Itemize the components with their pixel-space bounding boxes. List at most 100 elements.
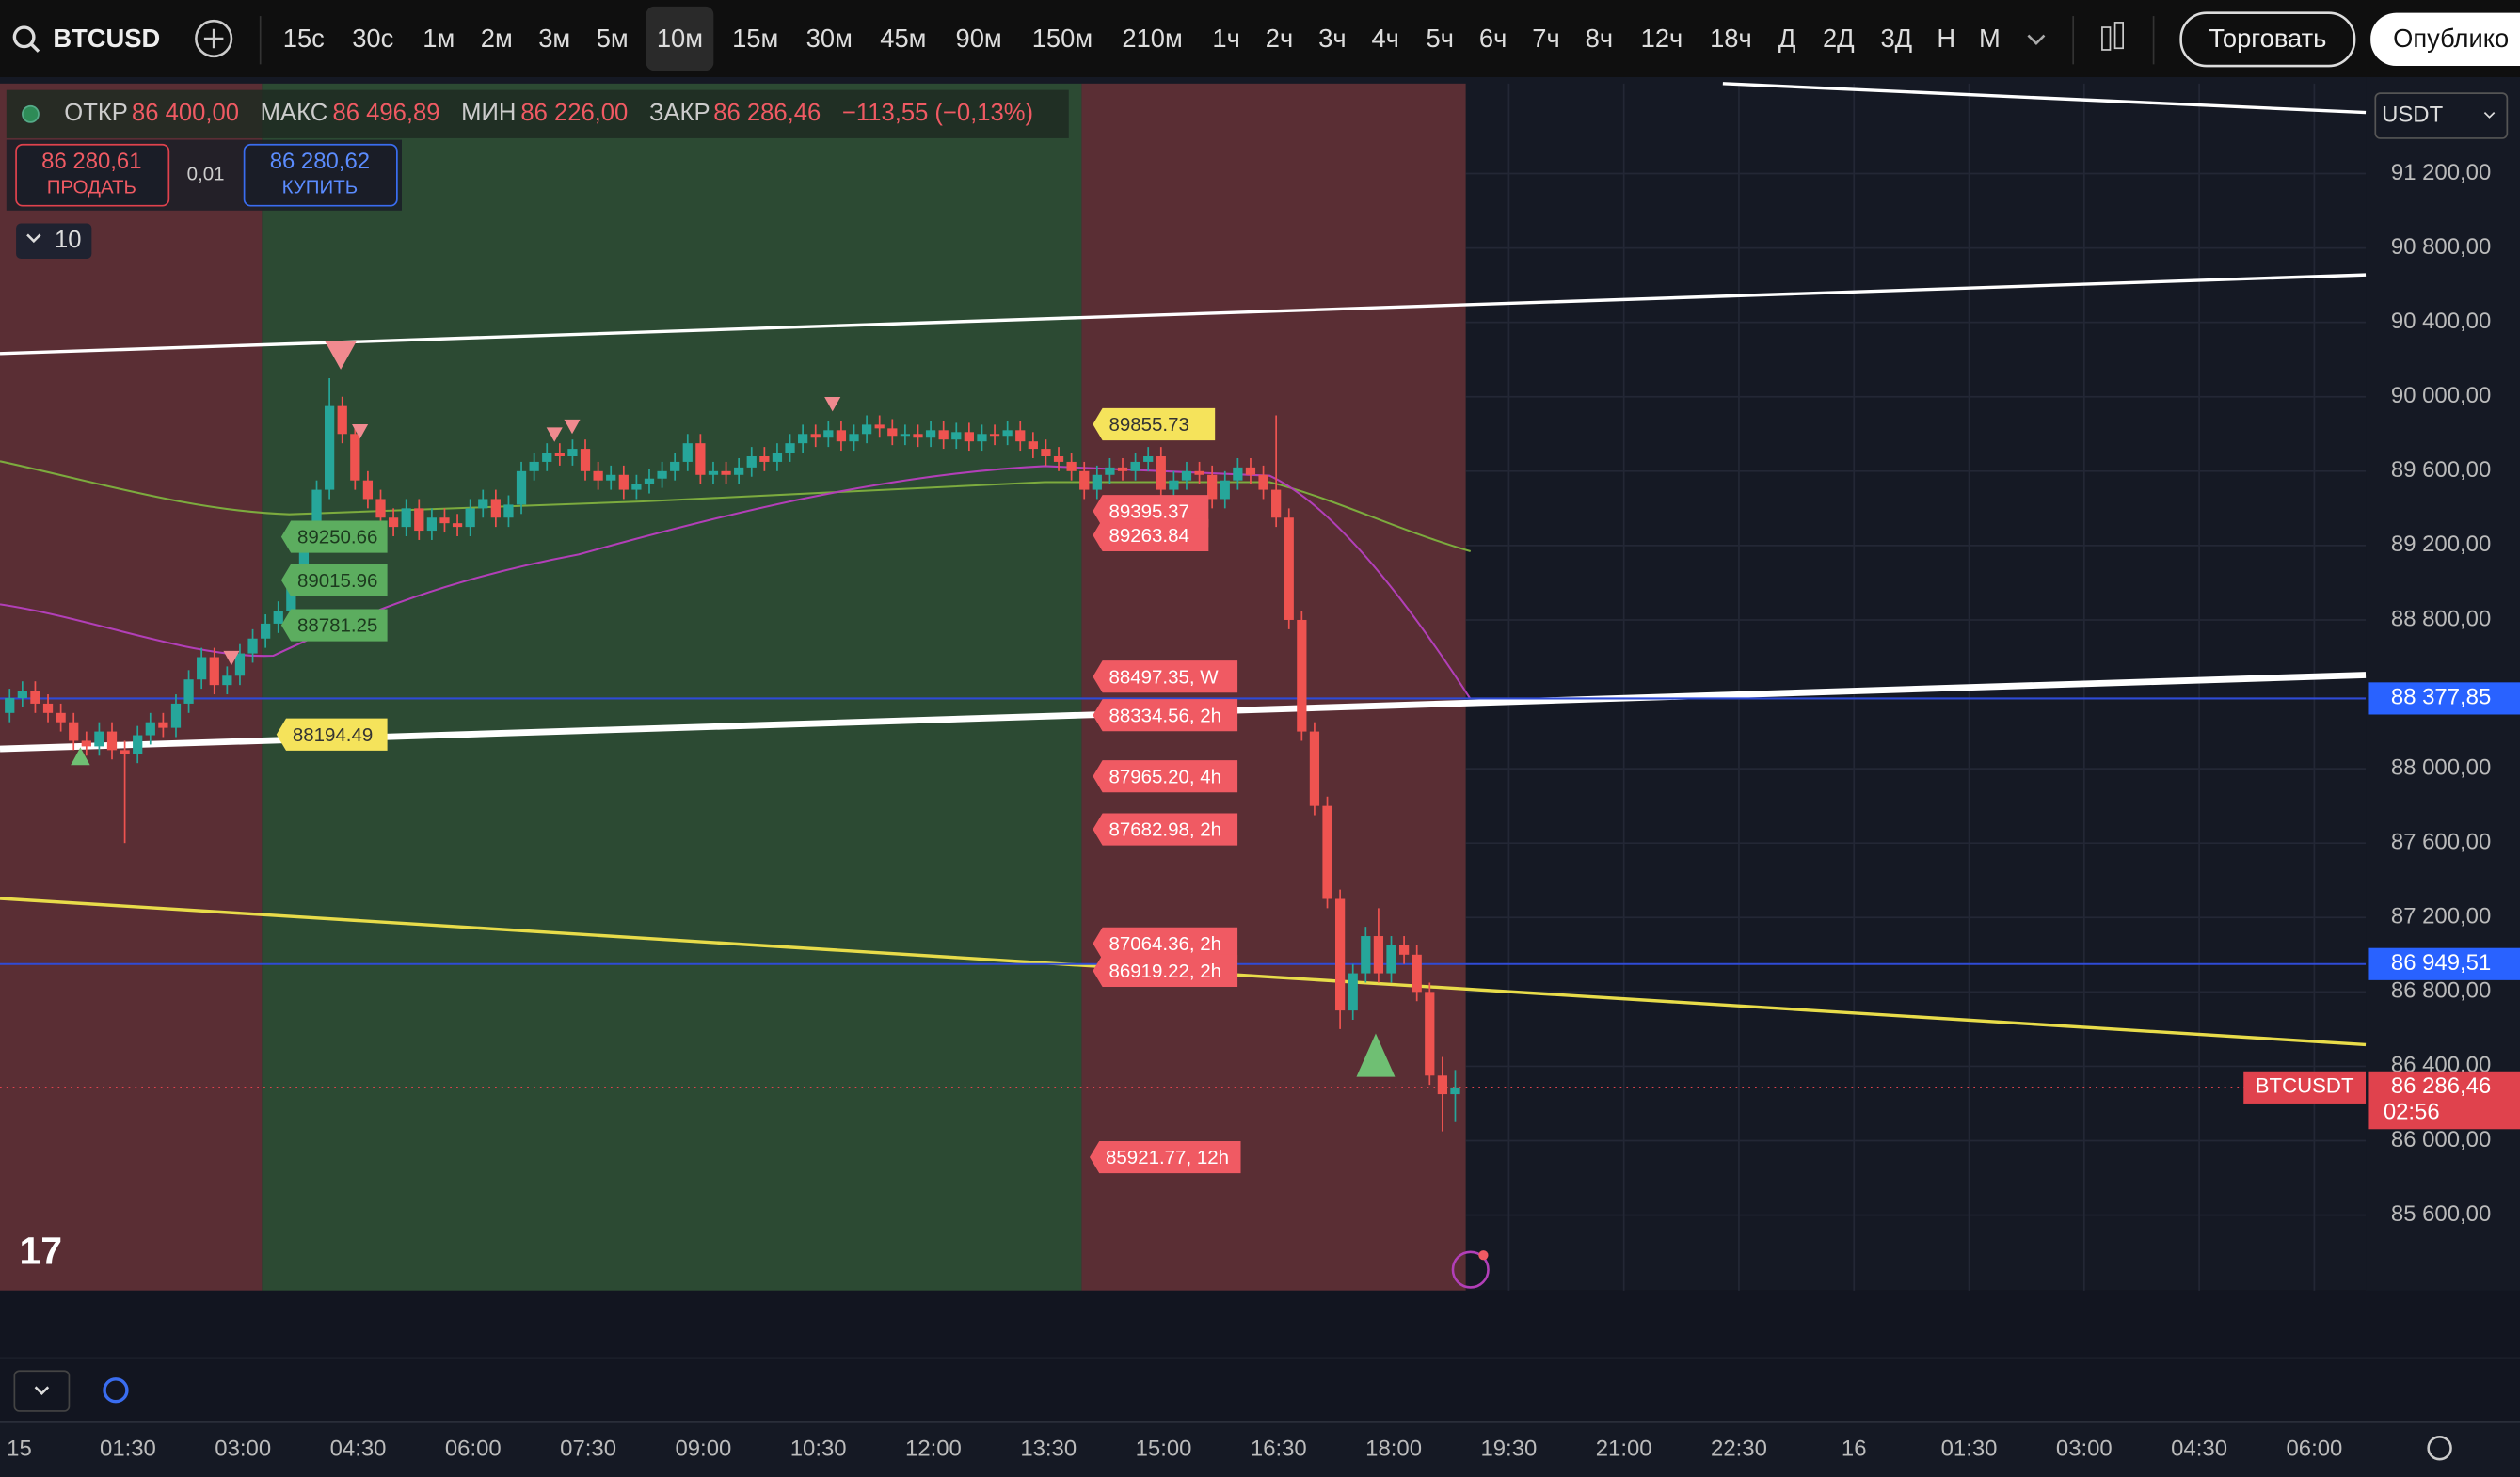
- annotation-label: 88194.49: [293, 724, 373, 746]
- y-tick-label: 87 600,00: [2391, 830, 2491, 855]
- level-annotation: 88781.25: [280, 609, 388, 642]
- price-level-box: [2368, 947, 2520, 980]
- candle-body: [580, 449, 591, 471]
- interval[interactable]: 6ч: [1479, 24, 1507, 53]
- x-tick-label: 01:30: [100, 1436, 156, 1461]
- candle-body: [644, 478, 655, 484]
- indicators-toggle[interactable]: [16, 223, 92, 260]
- interval[interactable]: 5ч: [1427, 24, 1454, 53]
- candle-body: [1245, 467, 1256, 475]
- candle-body: [925, 430, 936, 438]
- x-tick-label: 06:00: [445, 1436, 502, 1461]
- annotation-label: 88334.56, 2h: [1108, 705, 1221, 726]
- interval[interactable]: 1ч: [1212, 24, 1239, 53]
- trade-button[interactable]: [2179, 11, 2356, 68]
- publish-button-label[interactable]: Опублико: [2393, 24, 2509, 53]
- interval[interactable]: 4ч: [1372, 24, 1399, 53]
- last-price-box: [2368, 1071, 2520, 1130]
- interval[interactable]: 2м: [481, 24, 513, 53]
- annotation-tag: [1093, 495, 1209, 528]
- interval[interactable]: 1м: [423, 24, 455, 53]
- candle-body: [478, 499, 488, 509]
- candle-body: [861, 424, 872, 435]
- chart-style[interactable]: [2101, 22, 2125, 51]
- interval[interactable]: 10м: [657, 24, 703, 53]
- interval[interactable]: 7ч: [1532, 24, 1559, 53]
- x-tick-label: 21:00: [1596, 1436, 1652, 1461]
- refresh-icon[interactable]: [103, 1377, 129, 1404]
- currency-select[interactable]: [2374, 92, 2509, 139]
- currency[interactable]: USDT: [2382, 102, 2443, 127]
- zone-green: [262, 83, 1082, 1291]
- candle-body: [1156, 456, 1166, 490]
- candle-body: [1437, 1075, 1448, 1095]
- interval[interactable]: 3м: [538, 24, 570, 53]
- interval[interactable]: 30м: [806, 24, 853, 53]
- candle-body: [1450, 1087, 1460, 1095]
- candle-body: [1169, 480, 1179, 490]
- interval[interactable]: 2Д: [1823, 24, 1855, 53]
- sell-button[interactable]: [15, 143, 170, 207]
- publish-button[interactable]: [2370, 12, 2520, 67]
- add-symbol[interactable]: [195, 19, 233, 58]
- candle-body: [337, 405, 347, 435]
- annotation-tag: [1093, 699, 1238, 732]
- alert-icon[interactable]: [1451, 1250, 1490, 1289]
- candle-body: [695, 443, 706, 475]
- interval[interactable]: 3Д: [1880, 24, 1912, 53]
- settings-icon[interactable]: [2427, 1436, 2452, 1461]
- candle-body: [542, 453, 552, 462]
- interval[interactable]: 12ч: [1641, 24, 1683, 53]
- candle-body: [734, 467, 744, 475]
- interval[interactable]: 8ч: [1586, 24, 1613, 53]
- interval[interactable]: М: [1979, 24, 2001, 53]
- interval[interactable]: 5м: [597, 24, 629, 53]
- alert-dot: [1478, 1250, 1489, 1261]
- level-annotation: 87965.20, 4h: [1093, 760, 1238, 793]
- interval[interactable]: 90м: [956, 24, 1002, 53]
- interval[interactable]: 15м: [732, 24, 778, 53]
- annotation-label: 89250.66: [297, 527, 377, 548]
- interval[interactable]: 2ч: [1266, 24, 1293, 53]
- interval[interactable]: 150м: [1032, 24, 1093, 53]
- candle-body: [311, 489, 322, 537]
- price-level-label: 88 377,85: [2391, 685, 2491, 710]
- candle-body: [682, 443, 693, 462]
- level-annotation: 85921.77, 12h: [1089, 1140, 1241, 1174]
- candle-body: [503, 504, 514, 518]
- y-tick-label: 89 600,00: [2391, 457, 2491, 483]
- x-tick-label: 03:00: [215, 1436, 271, 1461]
- interval[interactable]: 15с: [283, 24, 325, 53]
- candle-body: [887, 428, 898, 437]
- change: −113,55 (−0,13%): [842, 100, 1033, 126]
- candle-body: [554, 453, 565, 457]
- more-intervals[interactable]: [2027, 34, 2046, 45]
- interval[interactable]: 18ч: [1710, 24, 1752, 53]
- interval[interactable]: 45м: [880, 24, 926, 53]
- search-icon[interactable]: [12, 25, 36, 49]
- interval[interactable]: Д: [1778, 24, 1796, 53]
- candle-body: [401, 508, 411, 528]
- buy-button[interactable]: [243, 143, 398, 207]
- candle-body: [1309, 731, 1320, 806]
- candle-body: [1398, 945, 1410, 955]
- candle-body: [298, 536, 310, 583]
- candle-body: [1425, 992, 1435, 1076]
- interval[interactable]: 3ч: [1318, 24, 1346, 53]
- x-tick-label: 15: [7, 1436, 32, 1461]
- candle-body: [1233, 467, 1243, 481]
- collapse-button[interactable]: [13, 1370, 71, 1412]
- sell-marker: [824, 396, 841, 412]
- interval[interactable]: 210м: [1122, 24, 1182, 53]
- x-tick-label: 04:30: [2171, 1436, 2227, 1461]
- candle-body: [30, 691, 40, 704]
- y-tick-label: 88 000,00: [2391, 754, 2491, 780]
- candle-icon: [2113, 22, 2125, 50]
- candle-body: [133, 735, 143, 754]
- candle-body: [1130, 461, 1140, 471]
- trade-button-label[interactable]: Торговать: [2209, 24, 2326, 53]
- interval[interactable]: 30с: [352, 24, 393, 53]
- level-annotation: 88497.35, W: [1093, 660, 1238, 693]
- interval[interactable]: Н: [1937, 24, 1955, 53]
- symbol[interactable]: BTCUSD: [53, 24, 160, 53]
